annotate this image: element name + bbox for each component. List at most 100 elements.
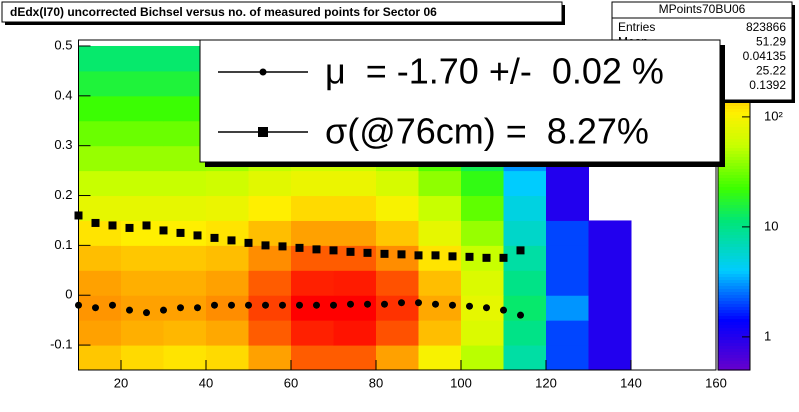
palette-band xyxy=(718,163,750,167)
heat-cell xyxy=(121,245,164,271)
palette-band xyxy=(718,265,750,269)
palette-band xyxy=(718,262,750,266)
z-tick-label: 1 xyxy=(764,328,771,343)
palette-band xyxy=(718,184,750,188)
profile-point xyxy=(466,302,473,310)
profile-point xyxy=(108,221,117,230)
profile-point xyxy=(397,250,406,259)
palette-band xyxy=(718,193,750,197)
palette-band xyxy=(718,169,750,173)
heat-cell xyxy=(163,320,207,346)
palette-band xyxy=(718,361,750,365)
heat-cell xyxy=(121,145,164,172)
heat-cell xyxy=(418,345,462,371)
profile-point xyxy=(329,246,338,255)
heat-cell xyxy=(206,345,249,371)
palette-band xyxy=(718,181,750,185)
heat-cell xyxy=(121,120,164,147)
heat-cell xyxy=(418,320,462,346)
heat-cell xyxy=(248,220,292,246)
palette-band xyxy=(718,352,750,356)
profile-point xyxy=(210,233,219,242)
profile-point xyxy=(380,249,389,258)
palette-band xyxy=(718,313,750,317)
palette-band xyxy=(718,229,750,233)
palette-band xyxy=(718,367,750,371)
profile-point xyxy=(517,311,524,319)
heat-cell xyxy=(78,295,122,321)
palette-band xyxy=(718,118,750,122)
heat-cell xyxy=(333,345,377,371)
profile-point xyxy=(244,238,253,247)
palette-band xyxy=(718,235,750,239)
palette-band xyxy=(718,220,750,224)
profile-point xyxy=(499,253,508,262)
heat-cell xyxy=(546,270,589,296)
palette-band xyxy=(718,214,750,218)
heat-cell xyxy=(418,170,462,197)
palette-band xyxy=(718,139,750,143)
profile-point xyxy=(448,252,457,261)
palette-band xyxy=(718,127,750,131)
heat-cell xyxy=(291,170,334,197)
heat-cell xyxy=(588,220,632,246)
y-tick-label: 0.4 xyxy=(54,87,72,102)
profile-point xyxy=(177,304,184,312)
heat-cell xyxy=(461,270,504,296)
z-tick-label: 10 xyxy=(764,218,778,233)
profile-point xyxy=(347,300,354,308)
palette-band xyxy=(718,190,750,194)
palette-band xyxy=(718,217,750,221)
palette-band xyxy=(718,256,750,260)
heat-cell xyxy=(121,95,164,122)
palette-band xyxy=(718,205,750,209)
stats-value: 25.22 xyxy=(756,64,786,78)
palette-band xyxy=(718,289,750,293)
heat-cell xyxy=(503,195,547,221)
palette-band xyxy=(718,304,750,308)
heat-cell xyxy=(503,295,547,321)
profile-point xyxy=(278,242,287,251)
palette-band xyxy=(718,316,750,320)
heat-cell xyxy=(546,220,589,246)
heat-cell xyxy=(588,295,632,321)
palette-band xyxy=(718,331,750,335)
palette-band xyxy=(718,247,750,251)
palette-band xyxy=(718,133,750,137)
legend-label: μ = -1.70 +/- 0.02 % xyxy=(325,51,664,92)
heat-cell xyxy=(376,195,419,221)
palette-band xyxy=(718,142,750,146)
heat-cell xyxy=(163,45,207,72)
heat-cell xyxy=(376,220,419,246)
heat-cell xyxy=(461,220,504,246)
heat-cell xyxy=(121,45,164,72)
stats-value: 823866 xyxy=(746,20,786,34)
palette-band xyxy=(718,178,750,182)
heat-cell xyxy=(376,170,419,197)
palette-band xyxy=(718,124,750,128)
y-tick-label: 0.3 xyxy=(54,137,72,152)
heat-cell xyxy=(291,345,334,371)
heat-cell xyxy=(546,245,589,271)
heat-cell xyxy=(121,70,164,97)
heat-cell xyxy=(333,270,377,296)
profile-point xyxy=(92,304,99,312)
profile-point xyxy=(193,231,202,240)
profile-point xyxy=(262,301,269,309)
palette-band xyxy=(718,250,750,254)
palette-band xyxy=(718,130,750,134)
profile-point xyxy=(142,221,151,230)
palette-band xyxy=(718,286,750,290)
palette-band xyxy=(718,226,750,230)
palette-band xyxy=(718,271,750,275)
palette-band xyxy=(718,232,750,236)
heat-cell xyxy=(376,345,419,371)
palette-band xyxy=(718,157,750,161)
x-tick-label: 100 xyxy=(450,375,472,390)
profile-point xyxy=(482,253,491,262)
heat-cell xyxy=(121,345,164,371)
palette-band xyxy=(718,166,750,170)
palette-band xyxy=(718,349,750,353)
heat-cell xyxy=(78,45,122,72)
heat-cell xyxy=(588,270,632,296)
